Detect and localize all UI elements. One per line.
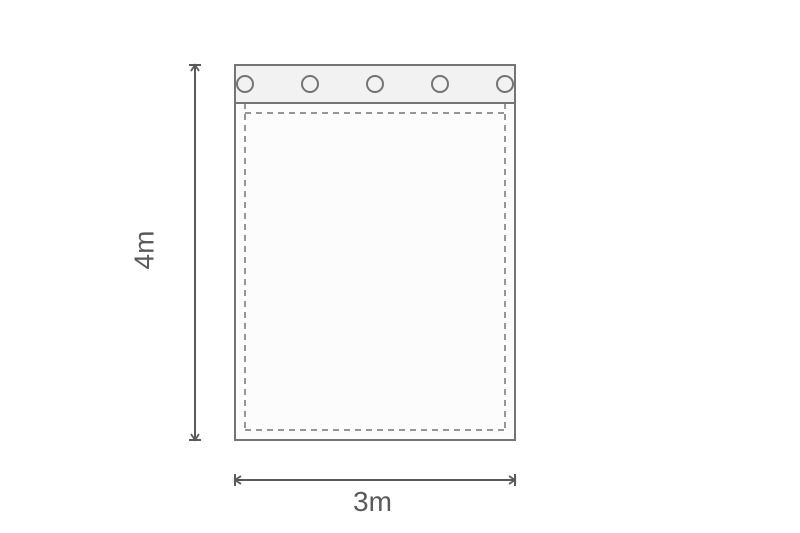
- width-dimension-label: 3m: [353, 486, 392, 518]
- height-dimension-label: 4m: [128, 231, 160, 270]
- diagram-canvas: 4m 3m: [0, 0, 800, 533]
- technical-drawing-svg: [0, 0, 800, 533]
